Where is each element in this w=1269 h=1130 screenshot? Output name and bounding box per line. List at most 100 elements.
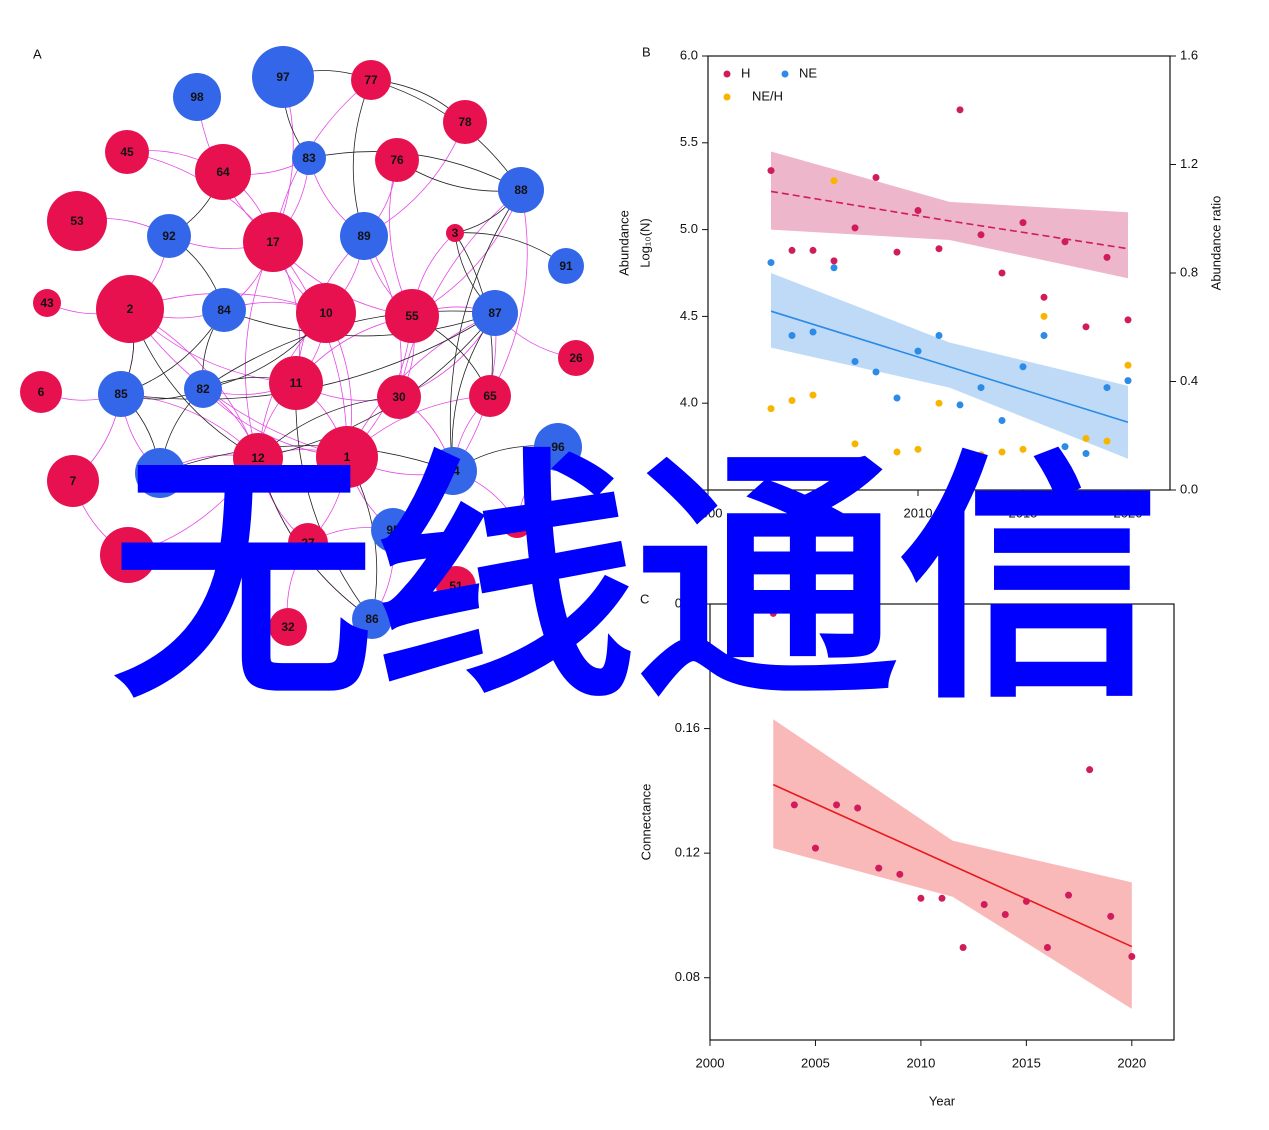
network-edge [129, 308, 348, 458]
fit-line [772, 783, 1133, 948]
network-node [469, 375, 511, 417]
data-point [893, 394, 901, 402]
network-node [446, 224, 464, 242]
data-point [1040, 331, 1048, 339]
data-point [1082, 323, 1090, 331]
x-tick-label: 2000 [696, 1055, 725, 1070]
data-point [790, 801, 798, 809]
node-label: 5 [125, 548, 132, 562]
y2-tick-label: 1.2 [1180, 156, 1198, 171]
data-point [788, 331, 796, 339]
data-point [998, 448, 1006, 456]
data-point [851, 440, 859, 448]
network-node [20, 371, 62, 413]
data-point [1001, 910, 1009, 918]
y2-tick-label: 0.4 [1180, 373, 1198, 388]
network-node [47, 191, 107, 251]
network-node [243, 212, 303, 272]
fit-line [770, 190, 1129, 250]
node-label: 45 [120, 145, 134, 159]
network-node [296, 283, 356, 343]
y-tick-label: 0.12 [675, 845, 700, 860]
network-node [371, 508, 415, 552]
data-point [1107, 912, 1115, 920]
data-point [938, 894, 946, 902]
data-point [851, 358, 859, 366]
node-label: 94 [446, 464, 460, 478]
data-point [935, 245, 943, 253]
network-node [184, 370, 222, 408]
node-label: 91 [559, 259, 573, 273]
node-label: 92 [162, 229, 176, 243]
node-label: 61 [510, 516, 524, 530]
network-node [269, 356, 323, 410]
data-point [998, 417, 1006, 425]
data-point [809, 246, 817, 254]
network-node [195, 144, 251, 200]
data-point [830, 177, 838, 185]
data-point [998, 269, 1006, 277]
network-edge [223, 309, 496, 337]
node-label: 84 [217, 303, 231, 317]
panel-label: A [33, 46, 42, 61]
network-node [288, 523, 328, 563]
x-tick-label: 2020 [1117, 1055, 1146, 1070]
data-point [1103, 253, 1111, 261]
network-node [233, 433, 283, 483]
node-label: 32 [281, 620, 295, 634]
data-point [935, 331, 943, 339]
y2-tick-label: 0.8 [1180, 264, 1198, 279]
x-tick-label: 2005 [801, 1055, 830, 1070]
network-node [96, 275, 164, 343]
y-tick-label: 3.5 [680, 481, 698, 496]
node-label: 82 [196, 382, 210, 396]
data-point [767, 405, 775, 413]
network-node [147, 214, 191, 258]
data-point [1061, 443, 1069, 451]
network-edge [272, 241, 348, 458]
data-point [1124, 377, 1132, 385]
node-label: 51 [449, 579, 463, 593]
data-point [1065, 891, 1073, 899]
network-node [548, 248, 584, 284]
data-point [917, 894, 925, 902]
network-node [502, 508, 532, 538]
legend-label: H [741, 65, 750, 80]
node-label: 88 [514, 183, 528, 197]
panel-label: C [640, 591, 649, 606]
y-axis-label: Log₁₀(N) [637, 218, 652, 268]
network-node [100, 527, 156, 583]
network-node [377, 375, 421, 419]
y2-tick-label: 0.0 [1180, 481, 1198, 496]
y2-tick-label: 1.6 [1180, 47, 1198, 62]
y2-axis-label: Abundance ratio [1208, 196, 1223, 291]
x-tick-label: 2010 [906, 1055, 935, 1070]
data-point [1040, 312, 1048, 320]
data-point [1124, 361, 1132, 369]
panel-b: B 2000 2005 2010 2015 2020 3.5 4.0 4.5 5.0 5.5 6.0 0… [616, 44, 1223, 558]
data-point [1040, 293, 1048, 301]
data-point [769, 609, 777, 617]
y-tick-label: 4.5 [680, 308, 698, 323]
data-point [1043, 944, 1051, 952]
network-node [385, 289, 439, 343]
node-label: 2 [127, 302, 134, 316]
data-point [851, 224, 859, 232]
fit-line [770, 310, 1129, 424]
network-node [429, 447, 477, 495]
network-node [443, 100, 487, 144]
node-label: 77 [364, 73, 378, 87]
data-point [872, 467, 880, 475]
network-node [269, 608, 307, 646]
node-label: 55 [405, 309, 419, 323]
network-node [316, 426, 378, 488]
node-label: 11 [290, 376, 303, 390]
network-node [47, 455, 99, 507]
y-axis-label: Abundance [616, 210, 631, 276]
x-tick-label: 2010 [904, 505, 933, 520]
network-node [558, 340, 594, 376]
node-label: 3 [452, 226, 459, 240]
data-point [830, 257, 838, 265]
legend-marker [781, 70, 789, 78]
